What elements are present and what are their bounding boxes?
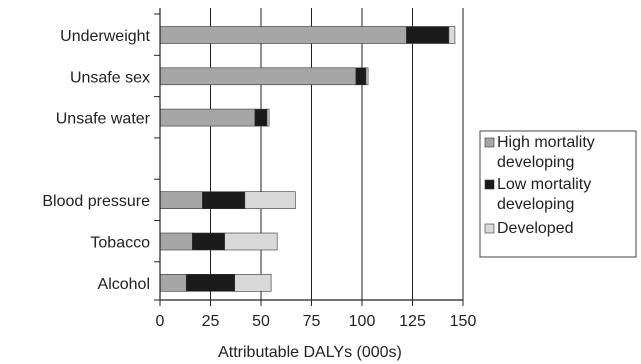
gridlines (210, 8, 464, 300)
bar-segment (355, 67, 367, 86)
x-tick-label: 125 (399, 313, 426, 330)
bar-segment (192, 232, 225, 251)
bar-segment (202, 191, 246, 209)
x-tick-label: 100 (349, 313, 376, 330)
bar-segment (266, 108, 270, 127)
x-tick-label: 25 (202, 313, 220, 330)
bar-segment (224, 232, 278, 251)
bar-segment (185, 273, 236, 292)
x-tick-label: 50 (252, 313, 270, 330)
bar-segment (234, 273, 272, 292)
legend: High mortality developing Low mortality dev… (479, 130, 637, 258)
x-tick-labels: 0 25 50 75 100 125 150 (156, 313, 477, 330)
legend-label: High mortality (497, 134, 595, 151)
category-labels: Underweight Unsafe sex Unsafe water Blood p… (42, 28, 150, 293)
x-axis-title: Attributable DALYs (000s) (218, 344, 402, 361)
x-tick-label: 150 (450, 313, 477, 330)
category-label: Underweight (60, 28, 150, 45)
category-label: Alcohol (98, 276, 150, 293)
x-tick-label: 0 (156, 313, 165, 330)
bar-segment (365, 67, 369, 86)
legend-label: Low mortality (497, 176, 591, 193)
legend-label: developing (497, 196, 574, 213)
legend-swatch (484, 137, 495, 148)
bar-segment (159, 191, 203, 209)
category-label: Unsafe water (56, 111, 151, 128)
bar-segment (159, 108, 256, 127)
legend-label: developing (497, 154, 574, 171)
axes (154, 8, 464, 306)
bar-segment (406, 26, 450, 44)
bar-segment (159, 67, 357, 86)
bar-segment (448, 26, 456, 44)
category-label: Unsafe sex (70, 69, 150, 86)
category-label: Blood pressure (42, 193, 150, 210)
bars (159, 26, 456, 292)
legend-box (479, 130, 637, 258)
bar-segment (244, 191, 296, 209)
x-tick-label: 75 (303, 313, 321, 330)
bar-segment (159, 273, 187, 292)
bar-segment (159, 232, 193, 251)
legend-label: Developed (497, 220, 574, 237)
category-label: Tobacco (90, 235, 150, 252)
legend-swatch (484, 223, 495, 234)
bar-segment (254, 108, 268, 127)
bar-segment (159, 26, 407, 44)
legend-swatch (484, 179, 495, 190)
